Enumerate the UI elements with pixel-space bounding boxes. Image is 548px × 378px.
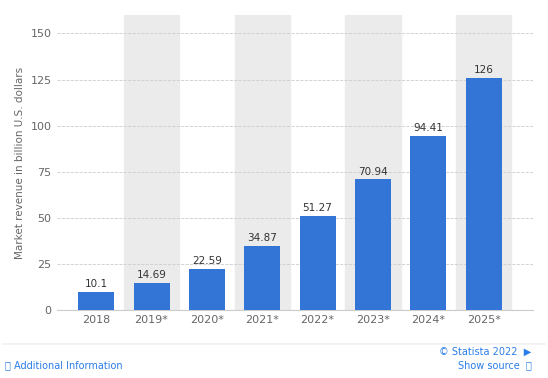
Text: 14.69: 14.69 (136, 270, 167, 280)
Bar (78, 292, 114, 310)
Text: 70.94: 70.94 (358, 167, 388, 177)
Bar (456, 15, 511, 310)
Text: © Statista 2022  ▶: © Statista 2022 ▶ (439, 347, 532, 357)
Bar (134, 283, 169, 310)
Bar (124, 15, 179, 310)
Text: 51.27: 51.27 (302, 203, 333, 213)
Bar (410, 136, 446, 310)
Text: 126: 126 (473, 65, 494, 75)
Bar (345, 15, 401, 310)
Text: Show source  ⓘ: Show source ⓘ (458, 361, 532, 370)
Bar (189, 269, 225, 310)
Text: 22.59: 22.59 (192, 256, 222, 266)
Text: 10.1: 10.1 (84, 279, 108, 289)
Y-axis label: Market revenue in billion U.S. dollars: Market revenue in billion U.S. dollars (15, 67, 25, 259)
Bar (244, 246, 280, 310)
Bar (235, 15, 290, 310)
Bar (355, 180, 391, 310)
Text: 34.87: 34.87 (247, 233, 277, 243)
Bar (300, 216, 335, 310)
Bar (466, 78, 501, 310)
Text: 94.41: 94.41 (413, 123, 443, 133)
Text: ⓘ Additional Information: ⓘ Additional Information (5, 361, 123, 370)
